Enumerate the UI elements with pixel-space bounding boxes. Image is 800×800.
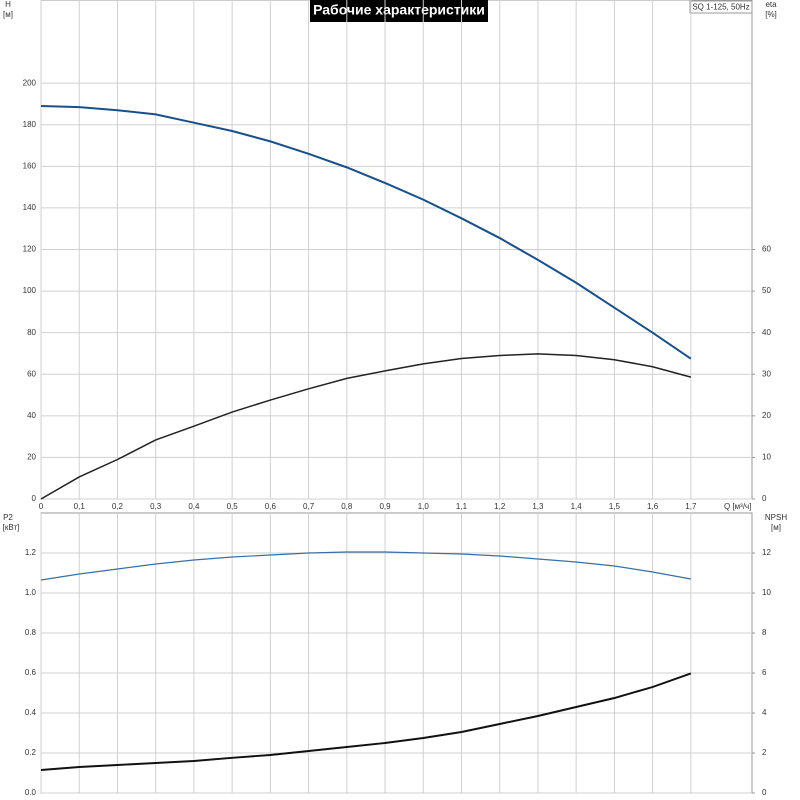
x-tick-label: 1,4	[571, 502, 583, 511]
x-tick-label: 0,8	[341, 502, 353, 511]
y-tick-label: 20	[27, 453, 36, 462]
x-tick-label: 1,0	[418, 502, 430, 511]
y-tick-label: 1.0	[25, 588, 37, 597]
y2-tick-label: 10	[762, 588, 771, 597]
x-tick-label: 1,5	[609, 502, 621, 511]
series-line	[40, 551, 691, 581]
y2-label: NPSH	[765, 513, 787, 522]
y2-tick-label: 2	[762, 748, 767, 757]
y-tick-label: 200	[23, 78, 37, 87]
x-tick-label: 1,2	[494, 502, 506, 511]
y-unit: [м]	[3, 10, 13, 19]
y-tick-label: 0.2	[25, 748, 37, 757]
y-tick-label: 0.4	[25, 708, 37, 717]
x-tick-label: 0	[39, 502, 44, 511]
x-label: Q [м³/ч]	[724, 502, 751, 511]
series-line	[40, 672, 692, 771]
y2-tick-label: 60	[762, 245, 771, 254]
x-tick-label: 0,5	[227, 502, 239, 511]
y-tick-label: 160	[23, 161, 37, 170]
x-tick-label: 0,2	[112, 502, 124, 511]
x-tick-label: 1,1	[456, 502, 468, 511]
y-label: P2	[3, 513, 13, 522]
x-tick-label: 0,4	[188, 502, 200, 511]
y-tick-label: 0.6	[25, 668, 37, 677]
y-tick-label: 180	[23, 120, 37, 129]
y2-tick-label: 40	[762, 328, 771, 337]
x-tick-label: 0,7	[303, 502, 315, 511]
x-tick-label: 1,7	[685, 502, 697, 511]
y-unit: [кВт]	[3, 523, 20, 532]
y2-tick-label: 10	[762, 453, 771, 462]
y-tick-label: 120	[23, 245, 37, 254]
x-tick-label: 1,6	[647, 502, 659, 511]
y2-tick-label: 30	[762, 369, 771, 378]
y2-tick-label: 8	[762, 628, 767, 637]
y2-tick-label: 50	[762, 286, 771, 295]
y-tick-label: 60	[27, 369, 36, 378]
y-label: H	[5, 0, 11, 9]
x-tick-label: 0,9	[379, 502, 391, 511]
x-tick-label: 0,6	[265, 502, 277, 511]
y2-tick-label: 0	[762, 788, 767, 797]
y2-tick-label: 20	[762, 411, 771, 420]
x-tick-label: 1,3	[532, 502, 544, 511]
y2-unit: [м]	[771, 523, 781, 532]
y-tick-label: 1.2	[25, 548, 37, 557]
y2-tick-label: 12	[762, 548, 771, 557]
y-tick-label: 0	[32, 494, 37, 503]
y-tick-label: 40	[27, 411, 36, 420]
y-tick-label: 0.0	[25, 788, 37, 797]
y-tick-label: 80	[27, 328, 36, 337]
y2-tick-label: 0	[762, 494, 767, 503]
chart-title: Рабочие характеристики	[313, 2, 485, 18]
y2-label: eta	[765, 0, 777, 9]
series-line	[40, 353, 692, 500]
y-tick-label: 0.8	[25, 628, 37, 637]
y-tick-label: 100	[23, 286, 37, 295]
bottom-frame	[40, 512, 753, 794]
y2-tick-label: 4	[762, 708, 767, 717]
series-line	[40, 105, 692, 360]
x-tick-label: 0,1	[74, 502, 86, 511]
y-tick-label: 140	[23, 203, 37, 212]
x-tick-label: 0,3	[150, 502, 162, 511]
subtitle: SQ 1-125, 50Hz	[692, 3, 749, 12]
subtitle-box	[689, 0, 753, 14]
y2-tick-label: 6	[762, 668, 767, 677]
y2-unit: [%]	[765, 10, 777, 19]
title-box	[310, 0, 488, 22]
